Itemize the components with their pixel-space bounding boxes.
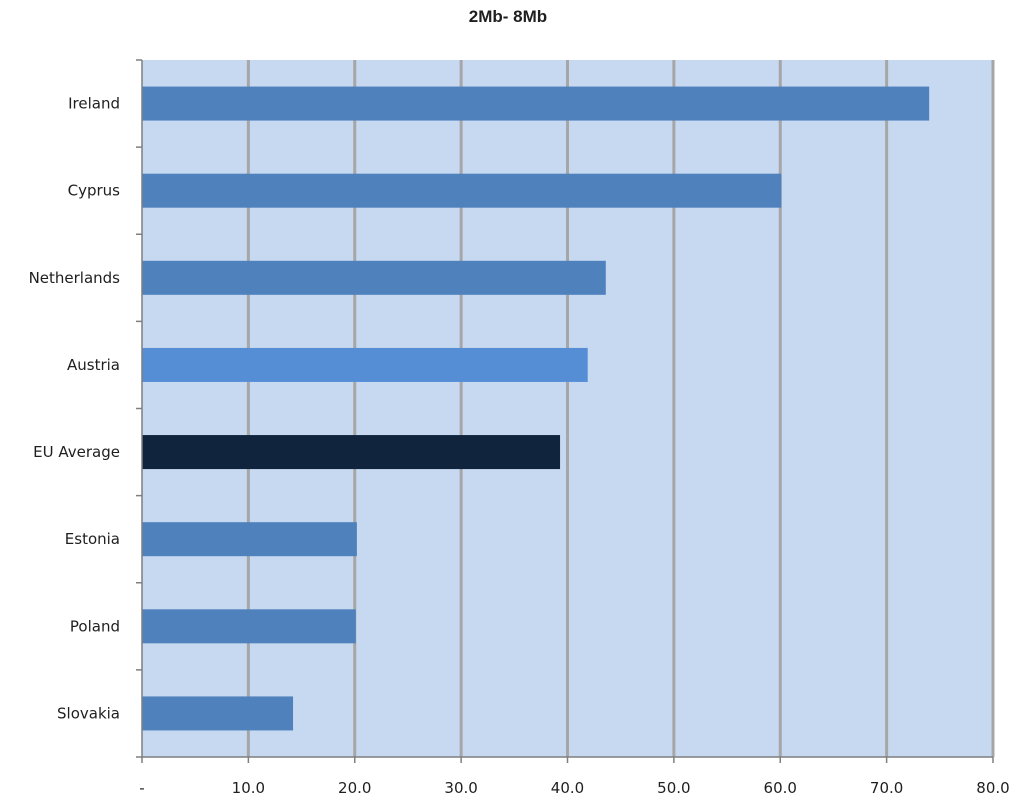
category-label-netherlands: Netherlands [29, 269, 121, 287]
category-label-estonia: Estonia [65, 530, 120, 548]
x-tick-label: 40.0 [551, 779, 584, 797]
x-tick-label: 70.0 [870, 779, 903, 797]
category-label-slovakia: Slovakia [57, 704, 120, 722]
chart-title: 2Mb- 8Mb [469, 7, 547, 26]
category-label-ireland: Ireland [68, 95, 120, 113]
bar-poland [142, 609, 356, 644]
x-tick-label: 10.0 [232, 779, 265, 797]
x-tick-label: 50.0 [657, 779, 690, 797]
category-label-austria: Austria [67, 356, 120, 374]
category-label-poland: Poland [70, 617, 120, 635]
bar-austria [142, 347, 588, 382]
bars [142, 86, 930, 731]
x-tick-label: 20.0 [338, 779, 371, 797]
category-label-eu-average: EU Average [33, 443, 120, 461]
bar-cyprus [142, 173, 782, 208]
x-tick-label: - [139, 779, 144, 797]
bar-ireland [142, 86, 930, 121]
x-tick-label: 80.0 [976, 779, 1009, 797]
bar-eu-average [142, 435, 561, 470]
x-tick-label: 60.0 [764, 779, 797, 797]
bar-slovakia [142, 696, 294, 731]
category-labels: Ireland Cyprus Netherlands Austria EU Averag… [29, 95, 121, 723]
axes [136, 59, 994, 763]
x-tick-label: 30.0 [444, 779, 477, 797]
bar-netherlands [142, 260, 606, 295]
bar-estonia [142, 522, 357, 557]
category-label-cyprus: Cyprus [68, 182, 121, 200]
x-tick-labels: - 10.0 20.0 30.0 40.0 50.0 60.0 70.0 80.0 [139, 779, 1009, 797]
